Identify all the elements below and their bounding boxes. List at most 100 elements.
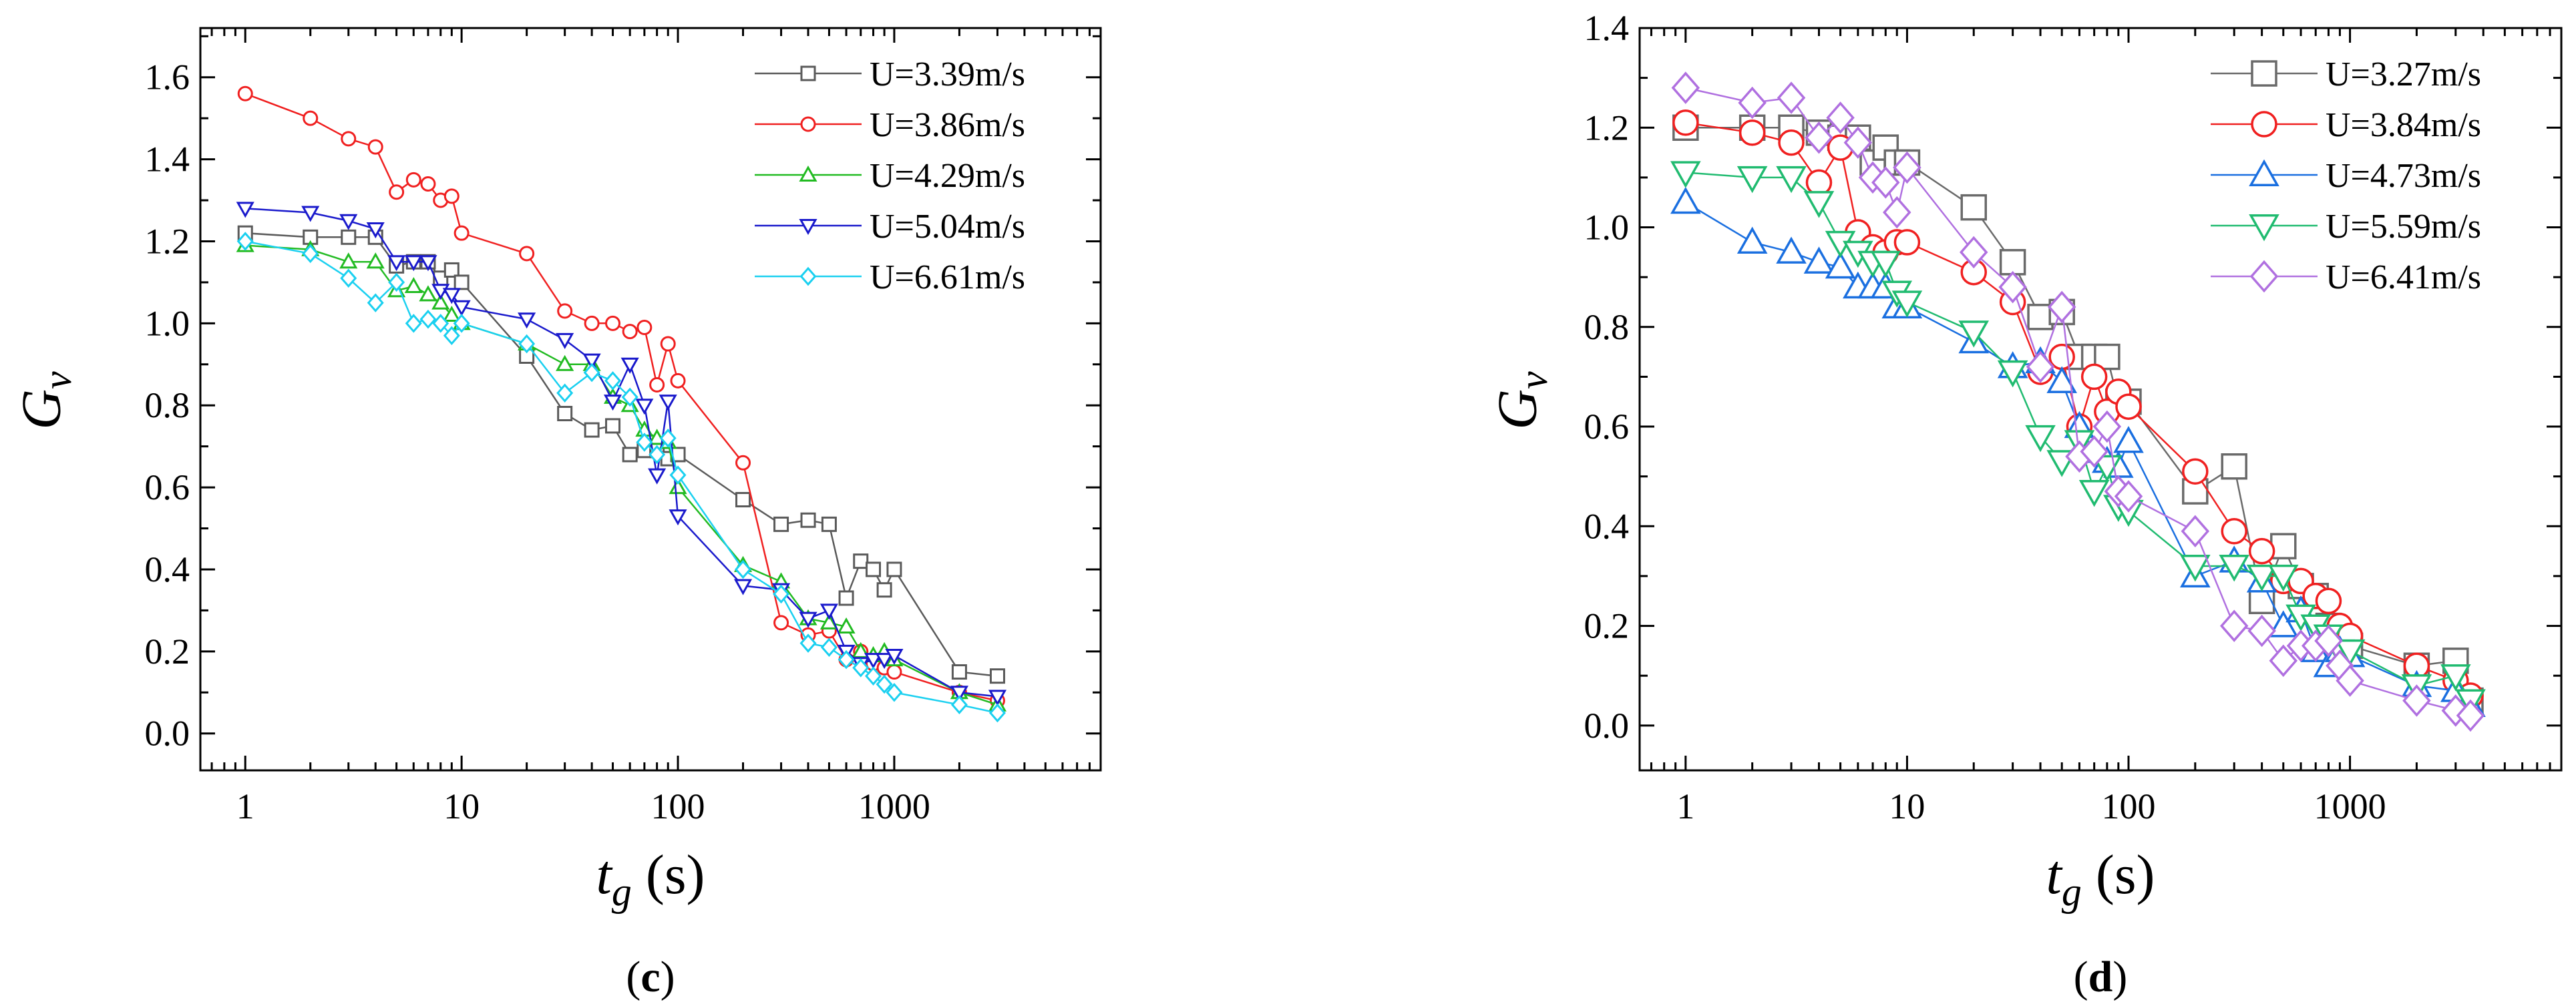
data-point [988,703,1006,723]
data-point [2092,410,2122,443]
legend-label: U=3.86m/s [870,106,1025,144]
data-point [404,255,423,272]
data-point [1893,151,1921,184]
data-point [773,615,789,631]
data-point [2078,480,2110,507]
legend-label: U=3.84m/s [2326,106,2481,144]
panel-label-letter: d [2088,953,2113,1001]
legend-item: U=4.29m/s [755,157,1025,195]
data-point [2181,515,2210,548]
legend-marker [2249,159,2279,187]
y-tick-label: 1.0 [145,303,190,343]
data-point [340,268,357,288]
data-point [236,202,254,218]
data-point [1958,320,1990,348]
data-point [453,274,470,290]
data-point [2180,554,2211,582]
data-point [366,252,385,269]
data-point [989,668,1005,684]
data-point [853,553,869,569]
legend-marker [800,116,816,132]
data-point [2221,453,2247,480]
data-point [821,516,837,532]
data-point [1870,250,1901,278]
legend-item: U=3.86m/s [755,106,1025,144]
x-tick-label: 1 [236,786,254,826]
data-point [2270,533,2297,559]
data-point [2182,458,2209,485]
data-point [1999,249,2026,276]
data-point [2046,366,2077,393]
data-point [1670,161,1701,188]
data-point [819,613,838,629]
data-point [773,584,790,604]
data-point [605,315,621,331]
data-point [1805,121,1833,154]
data-point [442,306,461,322]
data-point [339,252,358,269]
data-point [518,312,536,329]
data-point [2267,610,2299,638]
data-point [1960,236,1988,269]
x-axis-unit: (s) [2082,844,2155,906]
data-point [1776,166,1807,194]
data-point [819,603,838,620]
data-point [866,561,882,577]
data-point [820,638,838,657]
data-point [582,353,601,370]
data-point [387,255,406,272]
data-point [341,229,357,245]
legend-item: U=4.73m/s [2211,157,2481,195]
panel-label: (d) [2074,953,2128,1001]
data-point [2336,664,2364,697]
y-tick-label: 1.4 [1584,8,1630,48]
data-point [1736,166,1768,194]
x-tick-label: 1000 [2314,786,2386,826]
plot-frame [199,27,1102,772]
data-point [865,666,882,686]
legend-marker [800,65,816,81]
data-point [735,455,751,471]
legend-label: U=6.61m/s [870,258,1025,296]
data-point [800,512,816,528]
legend-marker [799,219,817,236]
data-point [1776,236,1807,264]
data-point [389,184,405,200]
data-point [2440,664,2471,692]
data-point [951,664,967,680]
data-point [420,176,436,192]
x-axis-title: tg (s) [596,844,705,914]
data-point [670,372,686,389]
data-point [636,319,653,335]
legend-marker [2249,214,2279,242]
data-point [236,232,254,251]
data-point [603,395,622,411]
data-point [669,465,687,485]
data-point [2114,480,2143,513]
data-point [1843,126,1873,159]
y-tick-label: 0.0 [145,714,190,754]
data-point [799,634,817,653]
data-point [1805,169,1833,196]
y-tick-label: 0.8 [145,385,190,425]
data-point [1891,290,1923,318]
data-point [1893,229,1921,256]
data-point [2025,425,2056,453]
data-point [649,376,665,393]
data-point [556,383,574,403]
data-point [648,468,667,485]
data-point [635,399,654,415]
data-point [1670,186,1701,214]
data-point [2247,614,2276,648]
data-point [2334,639,2366,667]
legend-marker [799,266,817,286]
data-point [367,293,384,312]
data-point [864,653,883,670]
x-axis-symbol: t [2046,844,2064,906]
y-tick-label: 1.6 [145,57,190,97]
legend-item: U=3.27m/s [2211,55,2481,93]
data-point [2246,564,2277,592]
series-U=3.84m/s [1672,109,2484,709]
data-point [237,85,253,101]
legend-marker [2251,60,2277,87]
